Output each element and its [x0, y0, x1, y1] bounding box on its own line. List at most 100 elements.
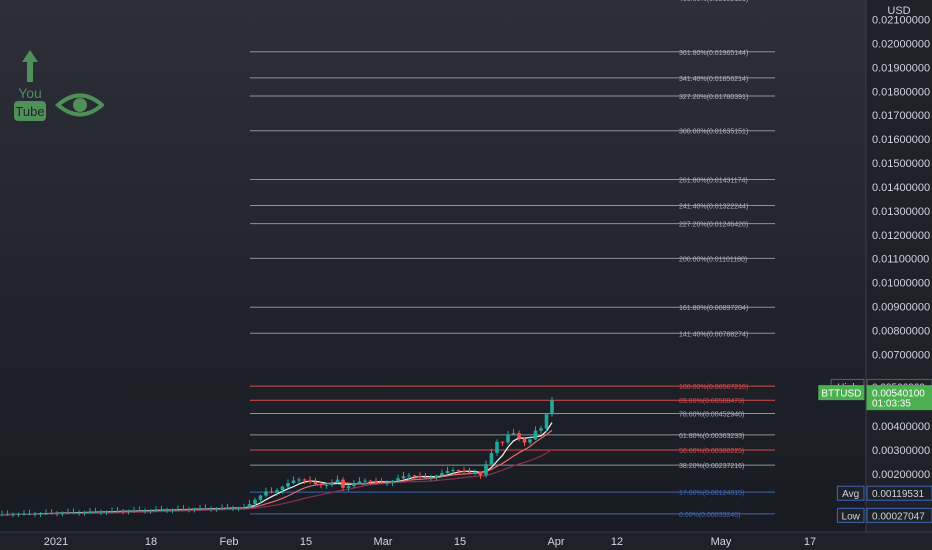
candle-body-51 — [280, 486, 285, 491]
candle-body-37 — [203, 508, 208, 510]
candle-body-33 — [181, 509, 186, 511]
candle-body-70 — [385, 482, 389, 484]
x-tick-label-9: 17 — [804, 536, 816, 548]
candle-body-69 — [379, 482, 384, 484]
x-tick-label-8: May — [711, 536, 732, 548]
price-tag-value-2: 0.00119531 — [872, 489, 925, 500]
ma-line-red — [1, 429, 553, 516]
candle-body-82 — [451, 470, 455, 472]
x-tick-label-2: Feb — [220, 536, 239, 548]
price-axis: USD 0.02100000 0.02000000 0.01900000 0.0180… — [865, 0, 932, 550]
candle-body-41 — [225, 507, 230, 509]
candle-body-34 — [187, 509, 191, 511]
fib-label-12: 89.00%(0.00508473) — [679, 398, 744, 405]
candle-body-74 — [407, 475, 411, 477]
price-tag-label-box-2 — [836, 485, 865, 501]
price-tag-value-1: 0.00540100 — [872, 389, 925, 400]
candle-body-21 — [115, 511, 120, 513]
youtube-tube-box — [14, 101, 46, 121]
candle-body-16 — [88, 512, 92, 514]
fib-label-8: 200.00%(0.01101180) — [679, 256, 747, 263]
candle-body-92 — [506, 434, 510, 443]
candle-body-8 — [44, 513, 48, 515]
fib-label-1: 361.80%(0.01965144) — [679, 50, 748, 57]
candle-body-93 — [511, 433, 516, 435]
candle-body-56 — [308, 480, 312, 483]
candle-body-28 — [154, 510, 158, 512]
x-tick-label-1: 18 — [145, 536, 157, 548]
y-tick-label-3: 0.01800000 — [872, 86, 930, 98]
y-tick-label-17: 0.00200000 — [872, 469, 930, 481]
youtube-watermark: You Tube — [14, 50, 104, 121]
candle-body-58 — [319, 484, 323, 486]
candle-body-66 — [363, 480, 367, 482]
candle-body-10 — [55, 512, 59, 514]
price-tag-value-box-2 — [866, 485, 932, 501]
candle-body-95 — [522, 438, 527, 443]
candle-body-85 — [467, 471, 472, 473]
candle-body-6 — [33, 513, 37, 515]
candle-body-90 — [495, 441, 499, 453]
y-tick-label-15: 0.00400000 — [872, 421, 930, 433]
price-tag-label-3: Low — [842, 511, 861, 522]
y-tick-label-0: 0.02100000 — [872, 15, 930, 27]
price-tag-label-box-1 — [818, 385, 865, 401]
price-tag-value-box-3 — [866, 507, 932, 523]
candle-body-14 — [77, 512, 81, 514]
fib-label-4: 300.00%(0.01635151) — [679, 129, 748, 136]
candle-body-4 — [22, 513, 26, 515]
candlestick-series — [0, 396, 554, 518]
candle-body-83 — [456, 470, 461, 472]
fib-retracement: 400.00%(0.02189121) 361.80%(0.01965144) 34… — [250, 0, 775, 519]
candle-body-32 — [176, 509, 180, 511]
youtube-you-text: You — [18, 85, 42, 101]
candle-body-53 — [291, 480, 296, 484]
x-tick-label-7: 12 — [611, 536, 623, 548]
y-tick-label-7: 0.01400000 — [872, 182, 930, 194]
candle-body-77 — [423, 477, 428, 479]
x-tick-label-3: 15 — [300, 536, 312, 548]
candle-body-59 — [324, 484, 329, 486]
candle-body-43 — [236, 507, 241, 509]
candle-body-81 — [445, 470, 450, 474]
candle-body-88 — [484, 464, 488, 476]
candle-body-27 — [148, 510, 153, 512]
candle-body-52 — [286, 483, 290, 487]
fib-label-17: 17.00%(0.00124015) — [679, 490, 744, 497]
candle-body-68 — [374, 481, 378, 483]
price-tags: High0.00566060BTTUSD0.0054010001:03:35Av… — [818, 378, 932, 523]
candle-body-46 — [253, 499, 257, 505]
candle-body-61 — [335, 479, 340, 483]
candle-body-9 — [49, 513, 54, 515]
candle-body-62 — [341, 479, 345, 488]
candle-body-98 — [539, 428, 543, 431]
candle-body-40 — [220, 508, 224, 510]
candle-body-60 — [330, 482, 334, 485]
currency-label: USD — [887, 5, 910, 17]
candle-body-24 — [132, 510, 136, 512]
candle-body-5 — [27, 513, 32, 515]
candle-body-79 — [434, 475, 439, 478]
candle-body-11 — [60, 512, 65, 514]
candle-body-35 — [192, 508, 197, 510]
candle-body-75 — [412, 475, 417, 477]
candle-body-49 — [269, 491, 274, 493]
candle-body-18 — [99, 511, 103, 513]
y-tick-label-2: 0.01900000 — [872, 62, 930, 74]
fib-label-0: 400.00%(0.02189121) — [679, 0, 748, 3]
candle-body-7 — [38, 513, 43, 515]
candle-body-54 — [297, 479, 301, 481]
candle-body-12 — [66, 512, 70, 514]
candle-body-19 — [104, 511, 109, 513]
fib-label-5: 261.80%(0.01431174) — [679, 177, 748, 184]
candle-body-65 — [357, 481, 362, 484]
candle-body-0 — [0, 514, 4, 516]
y-tick-label-6: 0.01500000 — [872, 158, 930, 170]
candle-body-47 — [258, 495, 263, 500]
y-tick-label-11: 0.01000000 — [872, 278, 930, 290]
y-tick-label-4: 0.01700000 — [872, 110, 930, 122]
x-tick-label-5: 15 — [454, 536, 466, 548]
candle-body-13 — [71, 512, 76, 514]
price-tag-label-box-3 — [836, 507, 865, 523]
